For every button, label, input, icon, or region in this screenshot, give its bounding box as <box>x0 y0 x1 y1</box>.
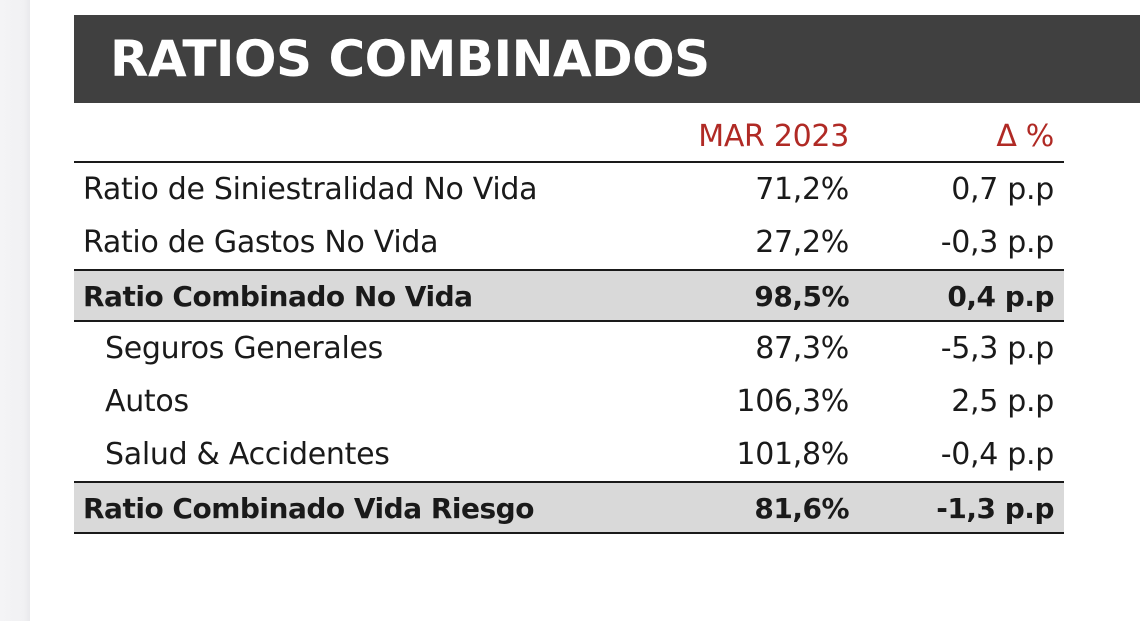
row-label: Salud & Accidentes <box>105 437 390 472</box>
row-value-mar-2023: 98,5% <box>754 280 849 313</box>
row-value-delta: 0,4 p.p <box>947 280 1054 313</box>
row-value-delta: -0,3 p.p <box>940 225 1055 260</box>
table-row-seguros-generales: Seguros Generales 87,3% -5,3 p.p <box>74 322 1064 375</box>
header-mar-2023: MAR 2023 <box>698 119 849 154</box>
row-value-mar-2023: 106,3% <box>736 384 849 419</box>
row-value-delta: -1,3 p.p <box>936 492 1054 525</box>
slide-title: RATIOS COMBINADOS <box>110 30 710 88</box>
table-row-salud-accidentes: Salud & Accidentes 101,8% -0,4 p.p <box>74 428 1064 481</box>
table-row-gastos-no-vida: Ratio de Gastos No Vida 27,2% -0,3 p.p <box>74 216 1064 269</box>
table-row-combinado-no-vida-total: Ratio Combinado No Vida 98,5% 0,4 p.p <box>74 269 1064 322</box>
ratios-table: MAR 2023 Δ % Ratio de Siniestralidad No … <box>74 111 1064 534</box>
row-label: Seguros Generales <box>105 331 383 366</box>
row-value-delta: -5,3 p.p <box>940 331 1055 366</box>
table-row-autos: Autos 106,3% 2,5 p.p <box>74 375 1064 428</box>
header-delta-percent: Δ % <box>996 119 1054 154</box>
row-value-mar-2023: 71,2% <box>755 172 849 207</box>
row-label: Ratio de Gastos No Vida <box>83 225 439 260</box>
row-value-mar-2023: 27,2% <box>755 225 849 260</box>
row-label: Ratio Combinado Vida Riesgo <box>83 492 534 525</box>
left-panel-edge <box>0 0 30 621</box>
row-label: Ratio Combinado No Vida <box>83 280 473 313</box>
row-value-delta: 2,5 p.p <box>951 384 1054 419</box>
row-label: Ratio de Siniestralidad No Vida <box>83 172 538 207</box>
row-value-mar-2023: 101,8% <box>736 437 849 472</box>
row-label: Autos <box>105 384 189 419</box>
row-value-delta: -0,4 p.p <box>940 437 1055 472</box>
row-value-delta: 0,7 p.p <box>951 172 1054 207</box>
row-value-mar-2023: 87,3% <box>755 331 849 366</box>
table-row-combinado-vida-riesgo-total: Ratio Combinado Vida Riesgo 81,6% -1,3 p… <box>74 481 1064 534</box>
row-value-mar-2023: 81,6% <box>754 492 849 525</box>
table-header-row: MAR 2023 Δ % <box>74 111 1064 163</box>
title-bar: RATIOS COMBINADOS <box>74 15 1140 103</box>
table-row-siniestralidad-no-vida: Ratio de Siniestralidad No Vida 71,2% 0,… <box>74 163 1064 216</box>
